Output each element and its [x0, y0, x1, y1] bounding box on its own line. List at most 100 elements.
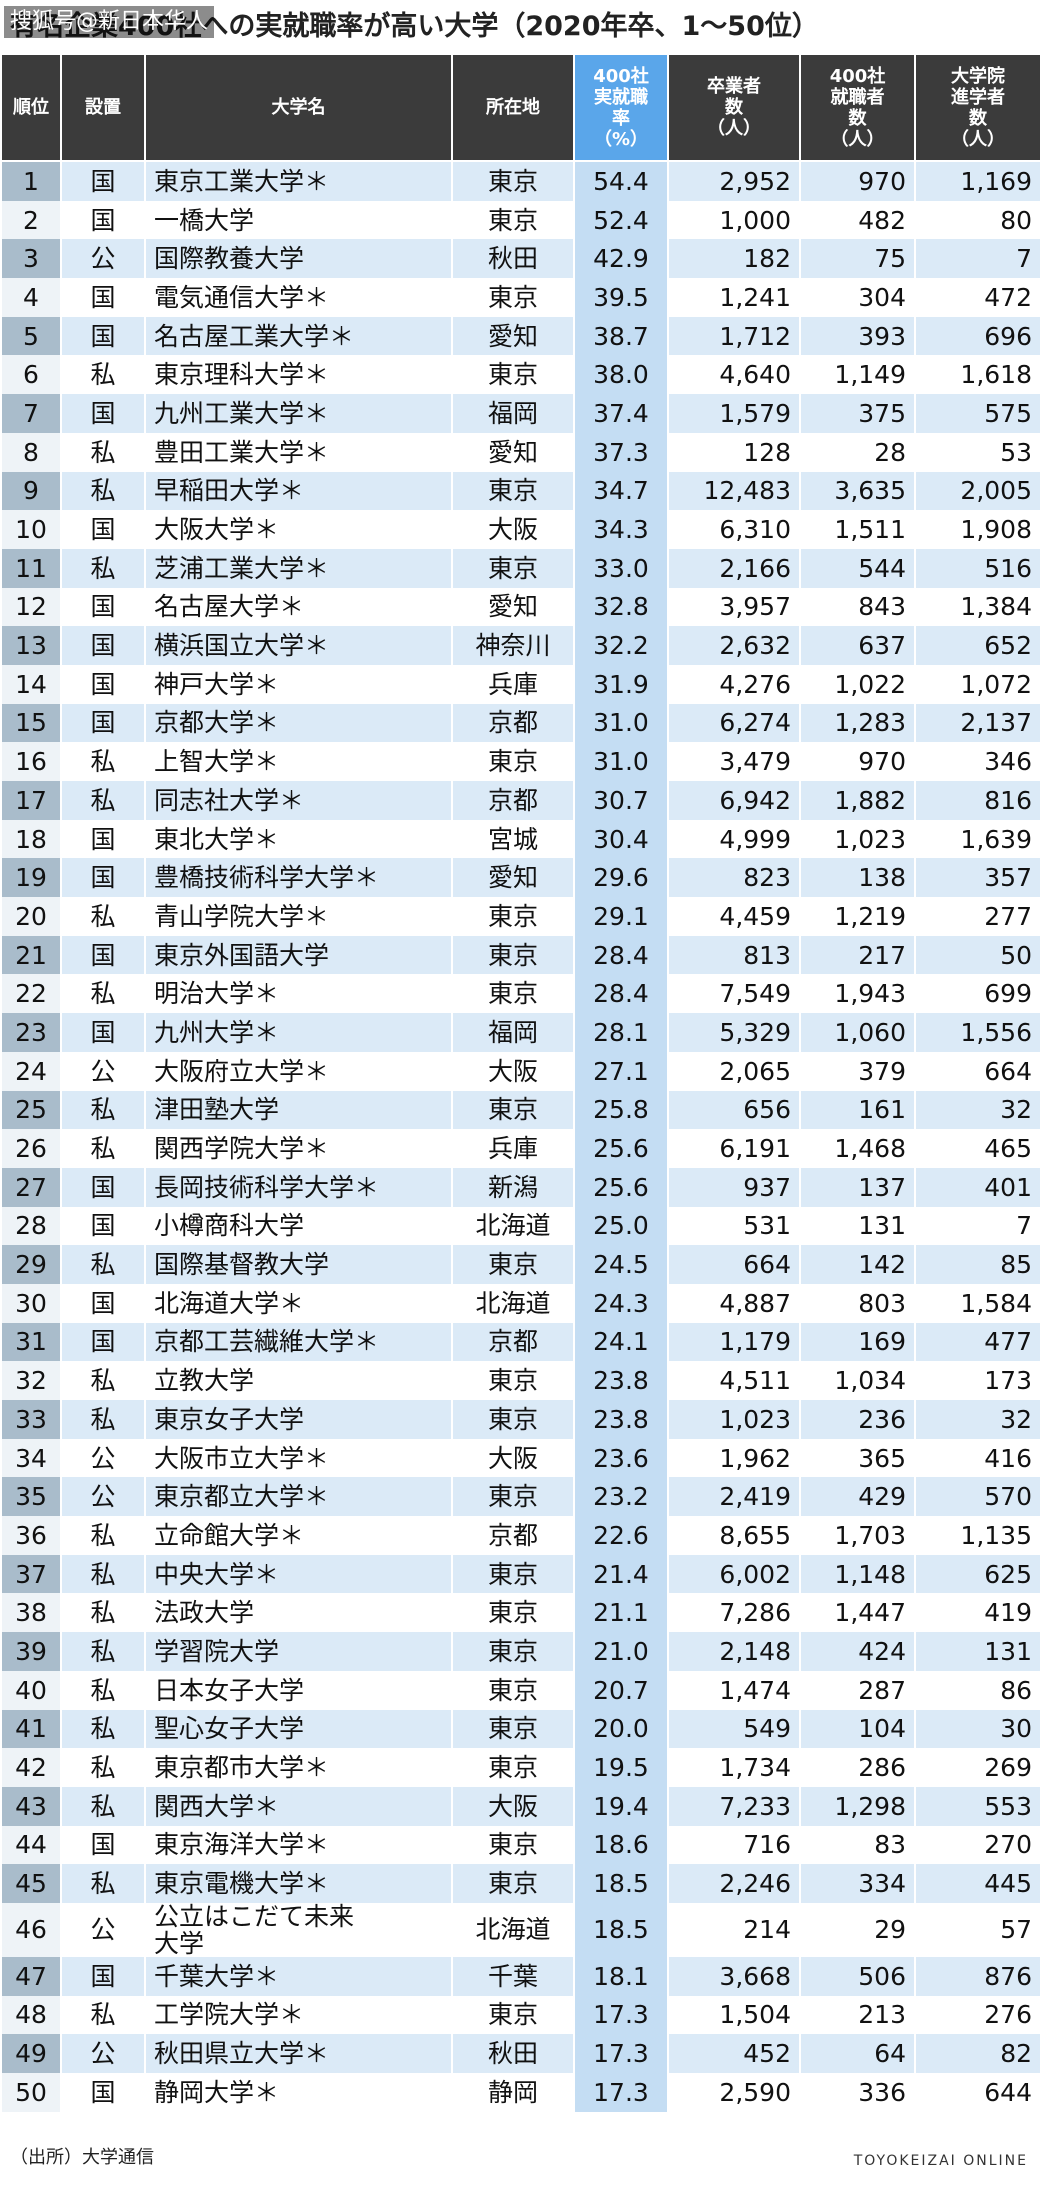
table-cell: 公立はこだて未来 大学: [144, 1902, 453, 1957]
table-cell: 1,504: [667, 1995, 801, 2035]
table-cell: 14: [0, 664, 62, 704]
table-cell: 福岡: [451, 394, 575, 433]
table-row: 49 公秋田県立大学＊ 秋田 17.3 452 64 82: [0, 2034, 1040, 2073]
table-cell: 1,882: [799, 781, 916, 820]
table-cell: 東京: [451, 1709, 575, 1749]
table-cell: 国: [60, 161, 146, 201]
table-cell: 477: [914, 1322, 1040, 1362]
table-cell: 696: [914, 316, 1040, 356]
table-cell: 秋田: [451, 2034, 575, 2073]
table-cell: 4,459: [667, 897, 801, 936]
table-cell: 716: [667, 1825, 801, 1865]
table-row: 36 私立命館大学＊ 京都 22.6 8,655 1,703 1,135: [0, 1516, 1040, 1555]
table-cell: 2,246: [667, 1864, 801, 1903]
table-cell: 34.3: [573, 510, 669, 549]
table-cell: 23.2: [573, 1477, 669, 1517]
table-cell: 立教大学: [144, 1361, 453, 1400]
table-cell: 6,274: [667, 703, 801, 743]
table-cell: 970: [799, 161, 916, 201]
table-cell: 304: [799, 278, 916, 317]
table-cell: 国: [60, 1167, 146, 1207]
table-cell: 18.1: [573, 1956, 669, 1996]
table-row: 21 国東京外国語大学 東京 28.4 813 217 50: [0, 935, 1040, 975]
table-row: 15 国京都大学＊ 京都 31.0 6,274 1,283 2,137: [0, 703, 1040, 743]
table-cell: 2: [0, 200, 62, 240]
table-cell: 20.0: [573, 1709, 669, 1749]
table-cell: 国: [60, 935, 146, 975]
table-cell: 日本女子大学: [144, 1670, 453, 1710]
table-cell: 37: [0, 1554, 62, 1594]
table-cell: 2,590: [667, 2073, 801, 2112]
table-cell: 7: [914, 1206, 1040, 1246]
table-cell: 私: [60, 1709, 146, 1749]
table-cell: 千葉: [451, 1956, 575, 1996]
table-cell: 276: [914, 1995, 1040, 2035]
table-cell: 24.5: [573, 1245, 669, 1284]
column-header: 400社 就職者 数 （人）: [799, 53, 916, 162]
table-row: 11 私芝浦工業大学＊ 東京 33.0 2,166 544 516: [0, 548, 1040, 588]
table-cell: 25.6: [573, 1129, 669, 1168]
table-cell: 43: [0, 1786, 62, 1826]
table-cell: 東京: [451, 1361, 575, 1400]
table-cell: 東京: [451, 548, 575, 588]
table-cell: 国際基督教大学: [144, 1245, 453, 1284]
table-body: 1 国東京工業大学＊ 東京 54.4 2,952 970 1,169 2 国一橋大学 東京 52.4…: [0, 161, 1040, 2112]
table-cell: 工学院大学＊: [144, 1995, 453, 2035]
column-header: 所在地: [451, 53, 575, 162]
table-cell: 33: [0, 1400, 62, 1439]
table-cell: 2,137: [914, 703, 1040, 743]
table-cell: 80: [914, 200, 1040, 240]
watermark: 搜狐号@新日本华人: [4, 6, 215, 38]
table-cell: 104: [799, 1709, 916, 1749]
table-cell: 1,511: [799, 510, 916, 549]
table-cell: 関西大学＊: [144, 1786, 453, 1826]
table-cell: 公: [60, 1051, 146, 1091]
table-row: 16 私上智大学＊ 東京 31.0 3,479 970 346: [0, 742, 1040, 781]
table-cell: 国: [60, 703, 146, 743]
table-cell: 18.6: [573, 1825, 669, 1865]
table-cell: 8,655: [667, 1516, 801, 1555]
table-cell: 東京: [451, 1400, 575, 1439]
column-header: 設置: [60, 53, 146, 162]
table-cell: 国: [60, 2073, 146, 2112]
table-cell: 関西学院大学＊: [144, 1129, 453, 1168]
table-cell: 7: [0, 394, 62, 433]
table-cell: 私: [60, 355, 146, 395]
table-cell: 東京: [451, 935, 575, 975]
table-cell: 宮城: [451, 819, 575, 859]
table-cell: 46: [0, 1902, 62, 1957]
table-cell: 愛知: [451, 316, 575, 356]
table-cell: 兵庫: [451, 664, 575, 704]
table-cell: 843: [799, 587, 916, 627]
table-row: 46 公公立はこだて未来 大学 北海道 18.5 214 29 57: [0, 1902, 1040, 1957]
table-cell: 私: [60, 1864, 146, 1903]
table-cell: 346: [914, 742, 1040, 781]
table-cell: 1,384: [914, 587, 1040, 627]
table-cell: 4,511: [667, 1361, 801, 1400]
table-cell: 41: [0, 1709, 62, 1749]
table-cell: 新潟: [451, 1167, 575, 1207]
table-row: 40 私日本女子大学 東京 20.7 1,474 287 86: [0, 1670, 1040, 1710]
table-cell: 625: [914, 1554, 1040, 1594]
table-cell: 970: [799, 742, 916, 781]
table-cell: 国: [60, 858, 146, 898]
table-cell: 25.6: [573, 1167, 669, 1207]
table-cell: 愛知: [451, 432, 575, 472]
table-cell: 7: [914, 239, 1040, 279]
ranking-table: 順位 設置 大学名 所在地 400社 実就職 率 （%） 卒業者 数 （人） 400社 就職…: [0, 53, 1040, 2112]
column-header: 卒業者 数 （人）: [667, 53, 801, 162]
table-cell: 644: [914, 2073, 1040, 2112]
table-cell: 私: [60, 432, 146, 472]
table-row: 30 国北海道大学＊ 北海道 24.3 4,887 803 1,584: [0, 1283, 1040, 1323]
table-cell: 東京工業大学＊: [144, 161, 453, 201]
table-cell: 699: [914, 974, 1040, 1014]
table-cell: 17.3: [573, 1995, 669, 2035]
table-cell: 20.7: [573, 1670, 669, 1710]
header-row: 順位 設置 大学名 所在地 400社 実就職 率 （%） 卒業者 数 （人） 400社 就職…: [0, 53, 1040, 162]
table-cell: 1,468: [799, 1129, 916, 1168]
table-cell: 531: [667, 1206, 801, 1246]
table-cell: 429: [799, 1477, 916, 1517]
table-cell: 愛知: [451, 587, 575, 627]
table-cell: 1,962: [667, 1438, 801, 1478]
table-cell: 45: [0, 1864, 62, 1903]
